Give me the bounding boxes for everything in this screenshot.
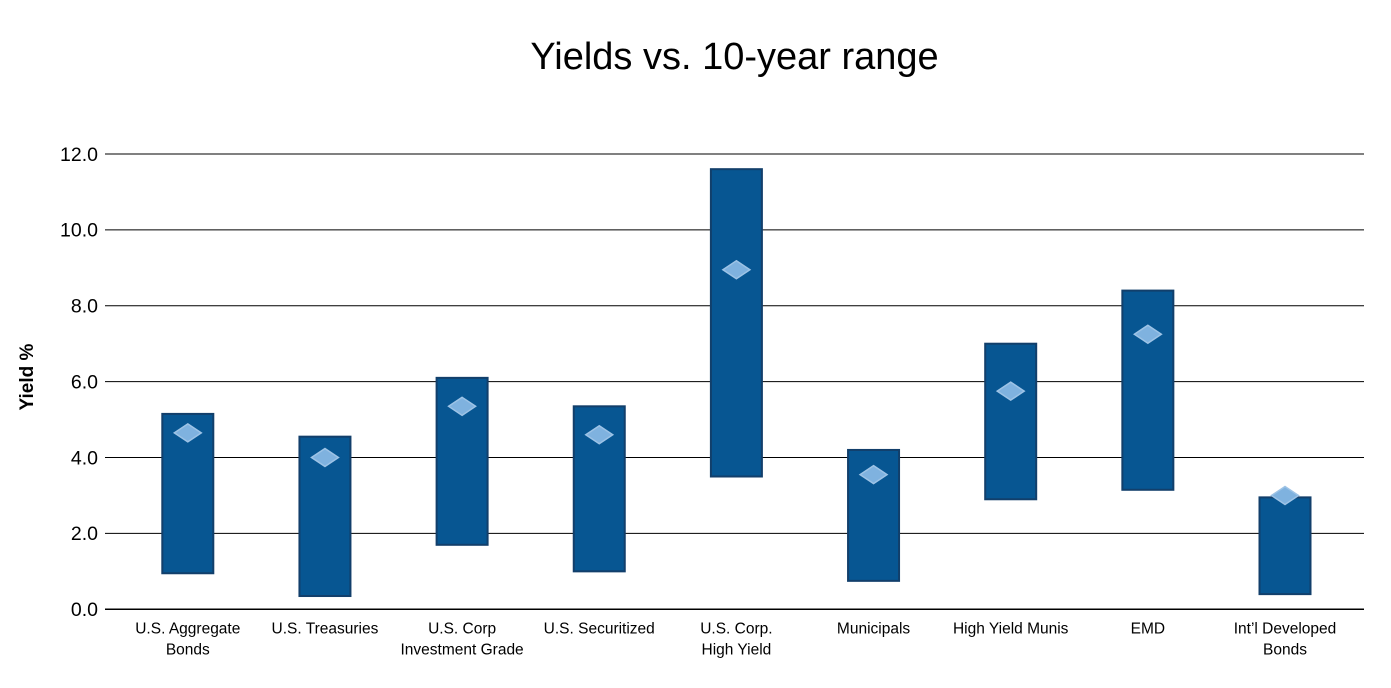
- y-tick-label: 0.0: [71, 599, 98, 621]
- y-tick-label: 10.0: [60, 220, 98, 242]
- current-yield-marker: [172, 422, 203, 443]
- category-label: U.S. Corp: [428, 620, 496, 637]
- range-bar: [984, 342, 1038, 501]
- category-label: Int’l Developed: [1234, 620, 1337, 637]
- category-label: Investment Grade: [400, 641, 523, 658]
- category-label: U.S. Aggregate: [135, 620, 240, 637]
- y-tick-label: 4.0: [71, 447, 98, 469]
- current-yield-marker: [310, 447, 340, 468]
- current-yield-marker: [1270, 485, 1300, 506]
- current-yield-marker: [721, 259, 752, 280]
- category-label: U.S. Securitized: [544, 620, 655, 637]
- category-label: EMD: [1131, 620, 1165, 637]
- category-label: High Yield: [702, 641, 772, 658]
- current-yield-marker: [995, 381, 1026, 402]
- current-yield-marker: [447, 396, 477, 417]
- current-yield-marker: [1132, 324, 1163, 345]
- range-bar: [709, 168, 763, 478]
- current-yield-marker: [858, 464, 889, 485]
- current-yield-marker: [584, 424, 615, 445]
- range-bar: [1121, 289, 1175, 491]
- range-bar: [435, 376, 489, 546]
- category-label: High Yield Munis: [953, 620, 1069, 637]
- category-label: Municipals: [837, 620, 910, 637]
- y-tick-label: 12.0: [60, 144, 98, 166]
- chart-title: Yields vs. 10-year range: [530, 36, 939, 78]
- y-tick-label: 6.0: [71, 371, 98, 393]
- category-label: Bonds: [166, 641, 210, 658]
- category-label: U.S. Treasuries: [272, 620, 379, 637]
- y-tick-label: 8.0: [71, 296, 98, 318]
- range-bar: [1258, 496, 1312, 596]
- category-label: U.S. Corp.: [700, 620, 772, 637]
- category-label: Bonds: [1263, 641, 1307, 658]
- y-tick-label: 2.0: [71, 523, 98, 545]
